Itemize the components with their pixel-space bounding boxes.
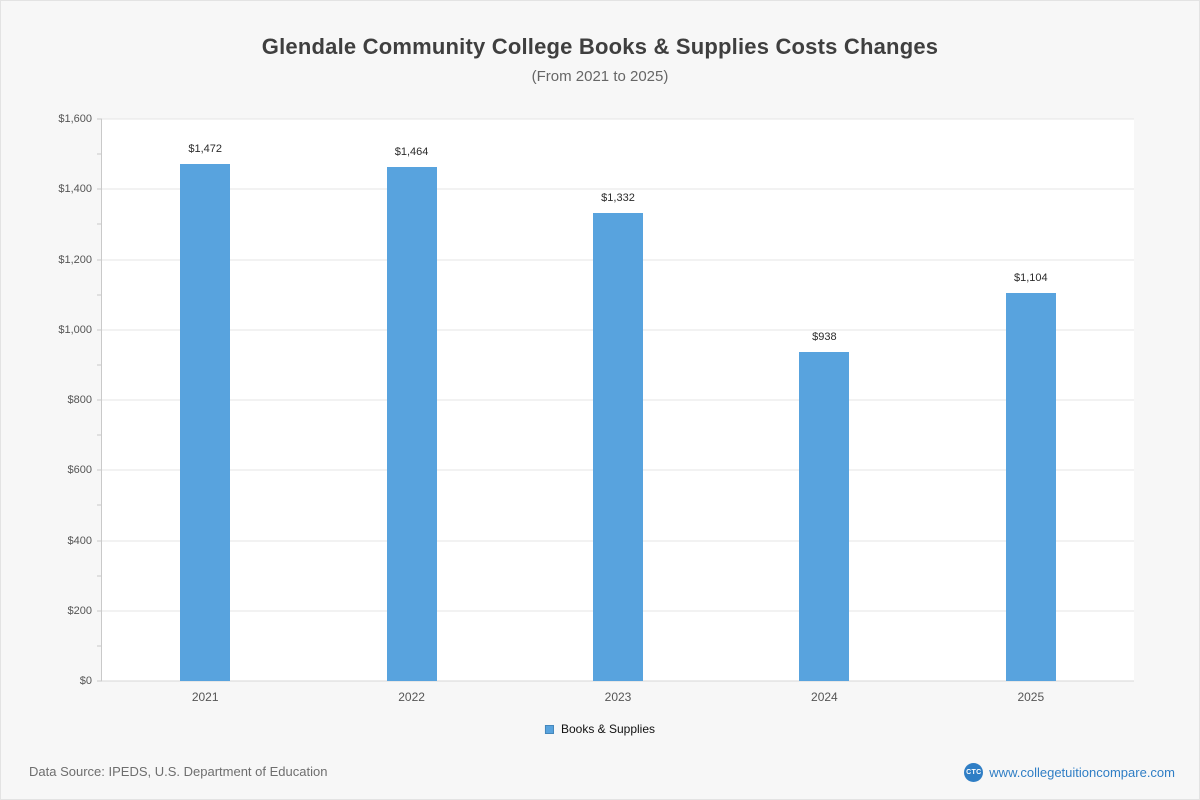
bar-2023: $1,332 xyxy=(593,192,643,681)
bar-value-label-2025: $1,104 xyxy=(1013,272,1048,285)
gridline xyxy=(102,680,1134,682)
bar-2021: $1,472 xyxy=(180,143,231,681)
legend: Books & Supplies xyxy=(544,722,656,736)
bar-value-label-2023: $1,332 xyxy=(601,192,635,205)
y-axis-tick xyxy=(97,399,102,401)
y-axis-tick-label: $0 xyxy=(79,675,92,687)
y-axis-tick xyxy=(97,540,102,541)
y-axis-tick-label: $200 xyxy=(67,604,92,617)
legend-marker-icon xyxy=(544,724,554,734)
y-axis-tick xyxy=(97,469,102,471)
chart-subtitle: (From 2021 to 2025) xyxy=(531,68,669,85)
x-axis-tick-label-2024: 2024 xyxy=(811,690,838,704)
y-axis-tick xyxy=(97,188,102,190)
x-axis-tick-label-2025: 2025 xyxy=(1017,690,1045,704)
y-axis-tick xyxy=(97,329,102,331)
bar-2022: $1,464 xyxy=(386,146,437,681)
y-axis-tick xyxy=(97,434,102,436)
y-axis-tick xyxy=(97,259,102,260)
y-axis-tick xyxy=(97,645,102,647)
gridline xyxy=(102,118,1134,120)
y-axis-tick xyxy=(97,223,102,225)
legend-label: Books & Supplies xyxy=(560,722,656,736)
x-axis-tick-label-2022: 2022 xyxy=(398,690,425,704)
website-url[interactable]: www.collegetuitioncompare.com xyxy=(989,765,1175,780)
bar-value-label-2021: $1,472 xyxy=(188,142,223,155)
x-axis-tick-label-2021: 2021 xyxy=(191,690,219,704)
y-axis-tick xyxy=(97,153,102,155)
y-axis-tick xyxy=(97,118,102,120)
y-axis-tick xyxy=(97,575,102,577)
bar-2025: $1,104 xyxy=(1005,272,1056,681)
bar-value-label-2022: $1,464 xyxy=(394,145,429,158)
ctc-logo-icon[interactable]: CTC xyxy=(964,763,984,782)
website-link[interactable]: CTC www.collegetuitioncompare.com xyxy=(964,763,1175,782)
data-source-text: Data Source: IPEDS, U.S. Department of E… xyxy=(29,764,328,779)
y-axis-tick-label: $600 xyxy=(67,464,92,477)
y-axis-tick xyxy=(97,294,102,296)
y-axis-tick-label: $1,200 xyxy=(58,253,92,266)
chart-title: Glendale Community College Books & Suppl… xyxy=(261,34,939,59)
y-axis-tick-label: $400 xyxy=(67,534,92,547)
y-axis-tick xyxy=(97,680,102,682)
y-axis-tick-label: $800 xyxy=(67,394,92,406)
plot-area: $0 $200 $400 $600 $800 $1,000 $1,200 $1,400 $1,6… xyxy=(58,113,1134,704)
gridline xyxy=(102,188,1134,190)
x-axis-tick-label-2023: 2023 xyxy=(604,690,632,704)
y-axis-tick-label: $1,400 xyxy=(58,183,92,196)
bar-value-label-2024: $938 xyxy=(812,330,837,343)
y-axis-tick-label: $1,000 xyxy=(58,323,92,336)
y-axis-tick xyxy=(97,364,102,366)
y-axis-tick xyxy=(97,610,102,612)
y-axis-tick xyxy=(97,504,102,506)
bar-2024: $938 xyxy=(799,331,850,681)
y-axis-tick-label: $1,600 xyxy=(58,113,92,125)
